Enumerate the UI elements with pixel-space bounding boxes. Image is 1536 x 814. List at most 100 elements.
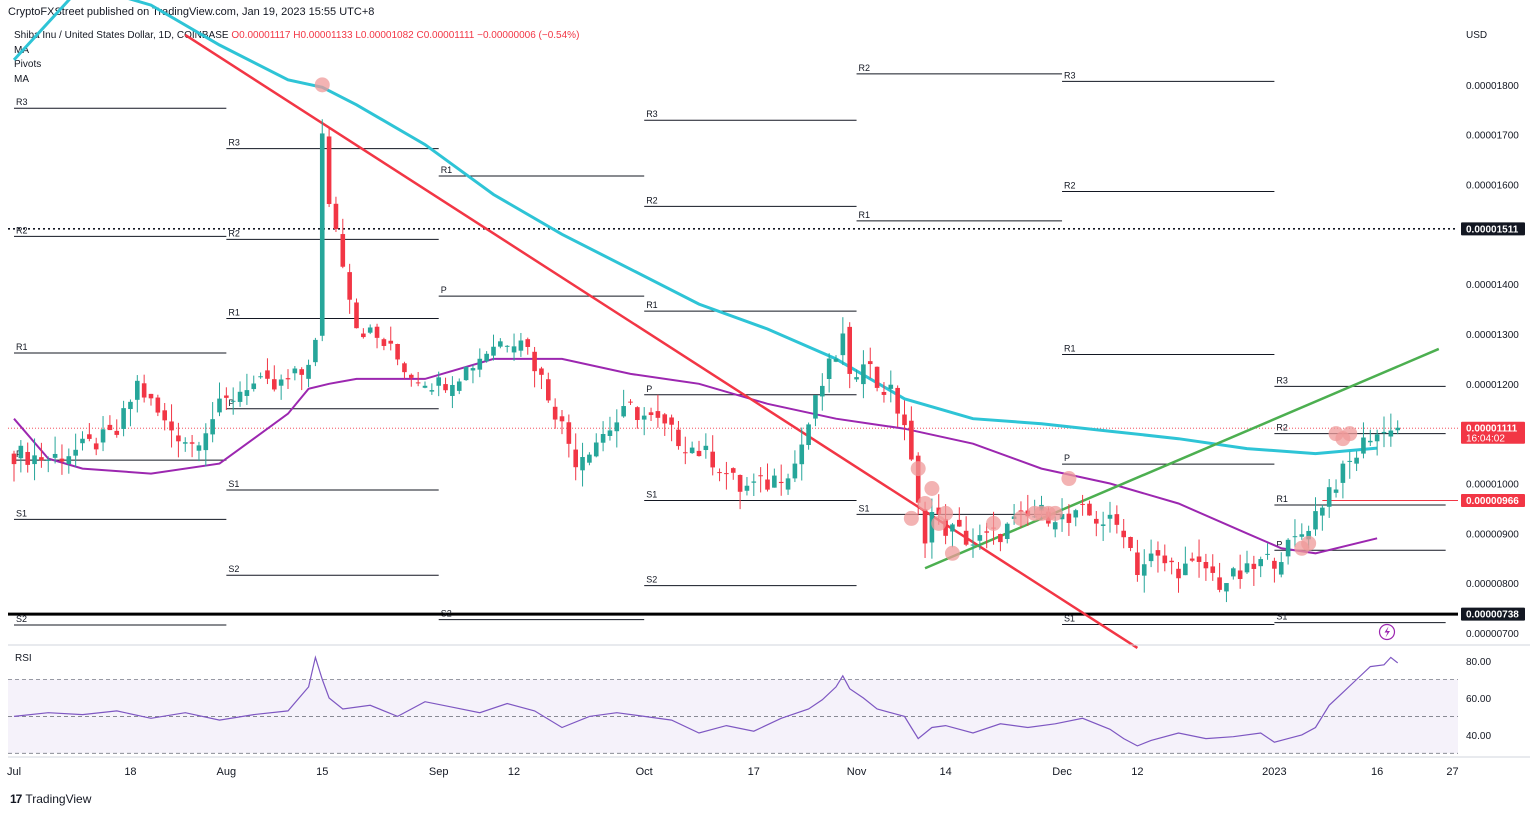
candle-body [881, 391, 887, 395]
price-axis[interactable]: 0.00001800 0.00001700 0.00001600 0.00001400… [8, 81, 1530, 758]
candle-body [415, 382, 421, 384]
pivot-levels: R3 R2 R1 P S1 S2 R3 R2 R1 P S1 S2 R1 P S2 R3 R2 R1 P S1 S2 R2… [14, 63, 1446, 626]
price-tick-label: 0.00000900 [1466, 529, 1519, 540]
touch-marker [938, 505, 954, 521]
lightning-icon[interactable] [1378, 623, 1396, 641]
pivot-label-r1: R1 [859, 210, 871, 220]
time-axis[interactable]: Jul 18 Aug 15 Sep 12 Oct 17 Nov 14 Dec 12 2023 16 27 [7, 766, 1459, 778]
legend-indicator-ma-2[interactable]: MA [14, 73, 29, 85]
rsi-line [13, 655, 1399, 747]
pivot-label-r2: R2 [228, 228, 240, 238]
candle-body [11, 453, 17, 465]
trendline-up [924, 347, 1440, 570]
currency-label: USD [1466, 30, 1487, 41]
time-tick-label: Aug [217, 766, 237, 778]
candle-body [1176, 568, 1181, 579]
pivot-label-s1: S1 [859, 503, 870, 513]
candle-body [539, 368, 544, 375]
candle-body [87, 434, 92, 439]
candle-body [217, 398, 222, 413]
candle-body [867, 361, 873, 365]
candle-body [1080, 503, 1085, 505]
pivot-label-r1: R1 [16, 342, 28, 352]
candle-body [1059, 514, 1065, 520]
candle-body [237, 391, 243, 402]
pivot-label-s2: S2 [16, 614, 27, 624]
candle-body [498, 341, 503, 347]
candle-body [1231, 568, 1236, 577]
candle-body [162, 410, 167, 421]
candle-body [806, 424, 811, 446]
pivot-label-r3: R3 [646, 109, 658, 119]
pivot-label-s1: S1 [646, 489, 657, 499]
touch-marker [924, 481, 940, 497]
candle-body [272, 379, 277, 390]
candle-body [730, 468, 736, 473]
candle-body [854, 377, 859, 380]
candle-body [1210, 566, 1216, 573]
candle-body [1189, 558, 1195, 561]
candle-body [1368, 440, 1373, 443]
candle-body [909, 420, 914, 460]
price-tick-label: 0.00001600 [1466, 180, 1519, 191]
candle-body [148, 393, 154, 399]
trendlines[interactable] [184, 33, 1440, 650]
candle-body [244, 390, 250, 396]
candle-body [580, 457, 585, 471]
candle-body [39, 457, 44, 461]
candle-body [874, 366, 880, 388]
time-tick-label: 2023 [1262, 766, 1286, 778]
countdown-label: 16:04:02 [1466, 434, 1505, 445]
legend-ohlc: O0.00001117 H0.00001133 L0.00001082 C0.0… [231, 30, 580, 41]
time-tick-label: 12 [508, 766, 520, 778]
candle-body [278, 379, 284, 386]
candle-body [614, 422, 620, 432]
pivot-label-r3: R3 [1276, 375, 1288, 385]
candle-body [703, 445, 709, 451]
candle-body [292, 368, 298, 374]
candle-body [1107, 514, 1113, 519]
candle-body [1354, 457, 1359, 464]
pivot-label-r2: R2 [16, 225, 28, 235]
ma-slow-line [13, 357, 1378, 555]
candle-body [717, 472, 722, 474]
candle-body [1128, 537, 1133, 548]
candle-body [820, 385, 825, 397]
candle-body [66, 456, 72, 464]
candle-body [1320, 507, 1325, 516]
pivot-label-p: P [1276, 539, 1282, 549]
candle-body [1395, 427, 1400, 431]
candle-body [621, 406, 626, 417]
legend-indicator-pivots[interactable]: Pivots [14, 59, 42, 70]
pivot-label-r1: R1 [1276, 494, 1288, 504]
rsi-tick-label: 40.00 [1466, 731, 1491, 742]
price-label-box [1461, 222, 1525, 236]
candle-body [525, 339, 531, 347]
candle-body [1381, 431, 1387, 434]
chart-canvas[interactable]: R3 R2 R1 P S1 S2 R3 R2 R1 P S1 S2 R1 P S2 R3 R2 R1 P S1 S2 R2… [0, 0, 1536, 790]
candle-body [182, 442, 188, 444]
candle-body [463, 366, 469, 381]
trendline-down [184, 33, 1139, 650]
candle-body [593, 442, 599, 457]
time-tick-label: 27 [1446, 766, 1458, 778]
candle-body [388, 340, 394, 344]
candle-body [73, 449, 78, 456]
candle-body [1004, 523, 1010, 539]
candle-body [744, 485, 750, 491]
candle-body [313, 339, 318, 363]
pivot-label-r2: R2 [1276, 423, 1288, 433]
candle-body [1052, 522, 1058, 530]
price-tick-label: 0.00001800 [1466, 81, 1519, 92]
candle-body [696, 450, 702, 457]
candle-body [532, 351, 537, 372]
pivot-label-s1: S1 [228, 479, 239, 489]
tradingview-logo[interactable]: 17 TradingView [10, 792, 91, 806]
candle-body [491, 346, 496, 356]
candle-body [1121, 530, 1126, 538]
touch-marker [1013, 510, 1029, 526]
legend-symbol[interactable]: Shiba Inu / United States Dollar, 1D, CO… [14, 30, 229, 41]
touch-marker [986, 515, 1002, 531]
price-label-box [1461, 607, 1525, 621]
candle-body [737, 474, 743, 492]
